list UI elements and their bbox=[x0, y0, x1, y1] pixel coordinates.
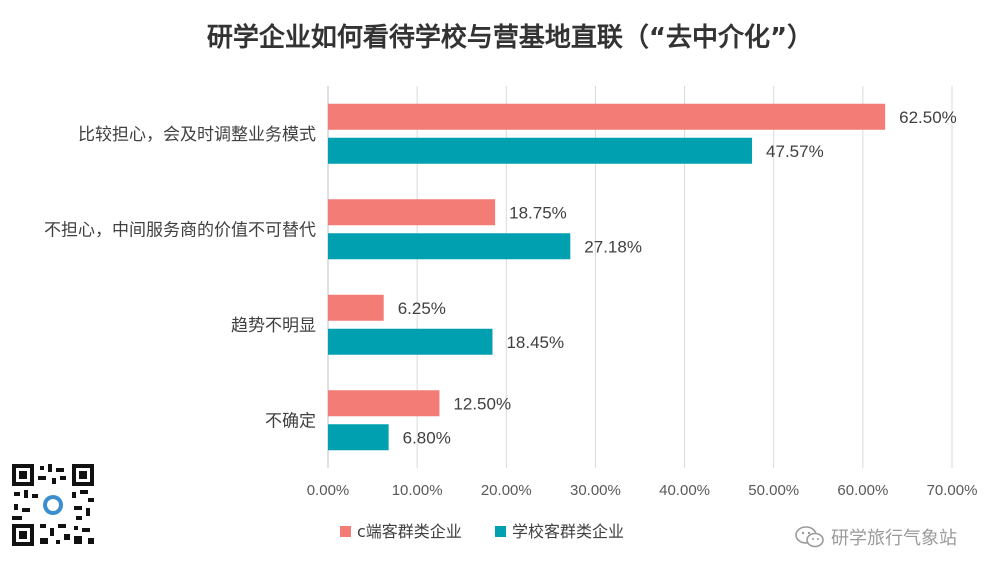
bar bbox=[328, 390, 440, 417]
x-tick-label: 20.00% bbox=[481, 482, 532, 499]
data-label: 18.75% bbox=[509, 203, 567, 222]
data-label: 18.45% bbox=[506, 333, 564, 352]
legend: c端客群类企业 学校客群类企业 bbox=[340, 522, 624, 541]
x-tick-label: 10.00% bbox=[392, 482, 443, 499]
bars: 62.50% 47.57% 18.75% 27.18% 6.25% 18.45% 12.50… bbox=[328, 103, 957, 451]
data-label: 12.50% bbox=[453, 394, 511, 413]
legend-label: 学校客群类企业 bbox=[512, 522, 624, 541]
bar bbox=[328, 424, 389, 451]
bar bbox=[328, 103, 886, 130]
brand-name: 研学旅行气象站 bbox=[831, 528, 957, 549]
x-tick-label: 70.00% bbox=[927, 482, 978, 499]
x-tick-labels: 0.00% 10.00% 20.00% 30.00% 40.00% 50.00% 60.00… bbox=[307, 482, 978, 499]
category-label: 趋势不明显 bbox=[231, 316, 316, 336]
category-label: 不确定 bbox=[265, 411, 316, 431]
bar bbox=[328, 137, 753, 164]
x-tick-label: 40.00% bbox=[659, 482, 710, 499]
x-tick-label: 60.00% bbox=[837, 482, 888, 499]
data-label: 6.80% bbox=[403, 428, 451, 447]
legend-swatch bbox=[340, 526, 351, 537]
data-label: 62.50% bbox=[899, 108, 957, 127]
chart-title: 研学企业如何看待学校与营基地直联（“去中介化”） bbox=[207, 22, 813, 53]
bar bbox=[328, 294, 384, 321]
x-tick-label: 50.00% bbox=[748, 482, 799, 499]
bar bbox=[328, 233, 571, 260]
brand-watermark: 研学旅行气象站 bbox=[795, 522, 957, 552]
category-label: 不担心，中间服务商的价值不可替代 bbox=[44, 220, 316, 240]
x-tick-label: 0.00% bbox=[307, 482, 350, 499]
wechat-icon bbox=[795, 526, 824, 548]
qr-code-icon bbox=[10, 462, 96, 548]
legend-label: c端客群类企业 bbox=[357, 522, 462, 541]
legend-swatch bbox=[495, 526, 506, 537]
data-label: 6.25% bbox=[398, 299, 446, 318]
category-label: 比较担心，会及时调整业务模式 bbox=[78, 125, 316, 145]
data-label: 27.18% bbox=[584, 237, 642, 256]
data-label: 47.57% bbox=[766, 142, 824, 161]
bar bbox=[328, 199, 496, 226]
bar bbox=[328, 328, 493, 355]
x-tick-label: 30.00% bbox=[570, 482, 621, 499]
